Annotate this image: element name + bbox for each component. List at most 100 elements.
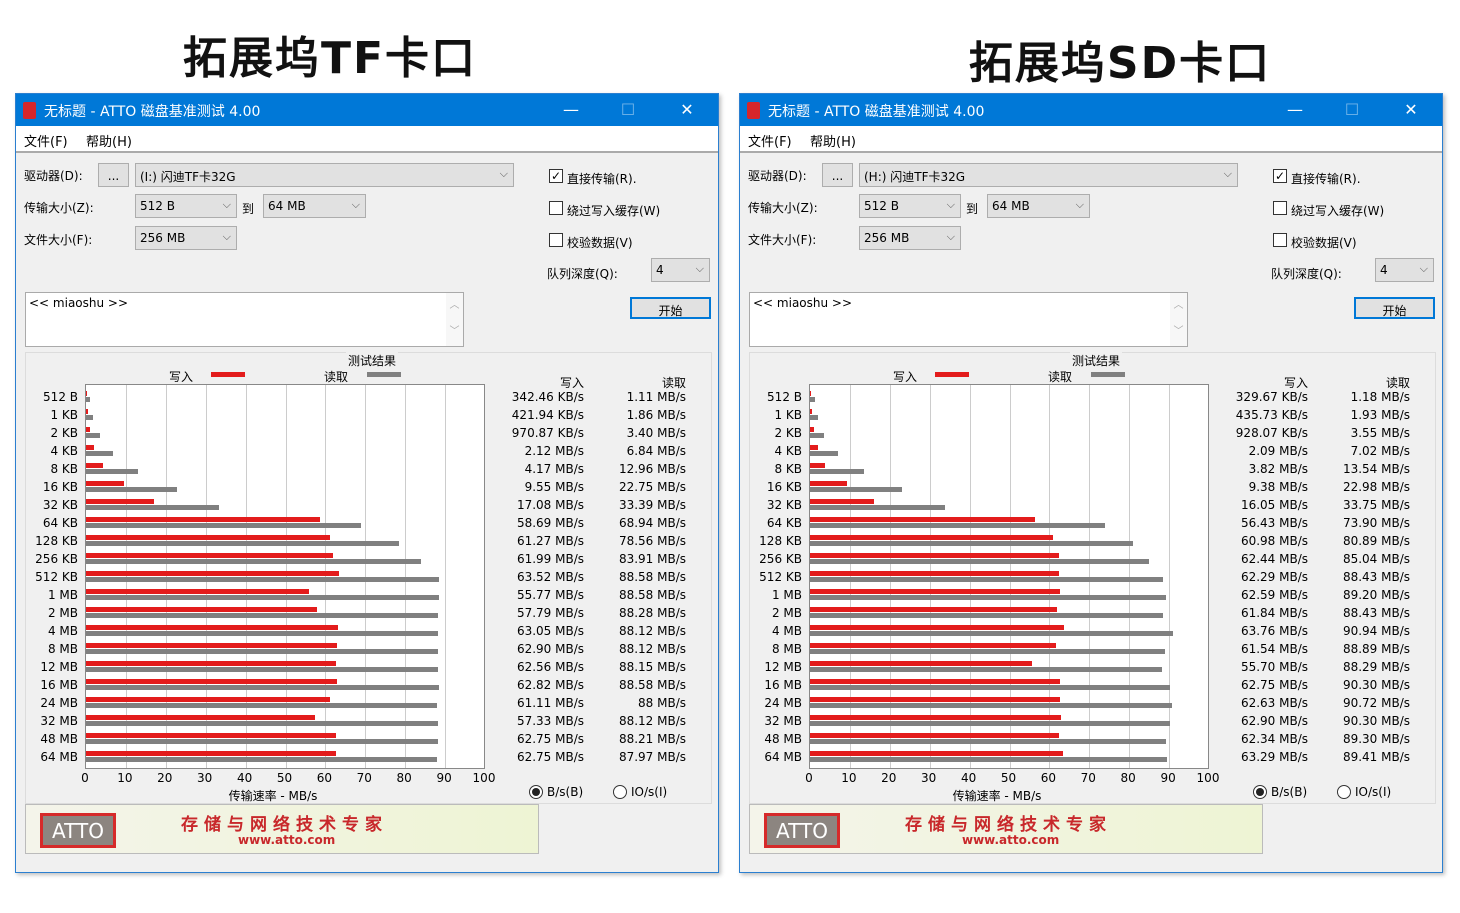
read-bar <box>86 613 439 618</box>
checkbox-label[interactable]: 直接传输(R). <box>1291 172 1361 186</box>
checkbox-label[interactable]: 校验数据(V) <box>567 236 633 250</box>
write-value: 970.87 KB/s <box>511 426 584 440</box>
row-label: 8 MB <box>771 642 802 656</box>
banner-url[interactable]: www.atto.com <box>238 833 336 847</box>
transfer-to-select[interactable]: 64 MB ⌵ <box>987 194 1090 218</box>
x-tick-label: 20 <box>881 771 897 785</box>
column-header-write: 写入 <box>559 376 584 390</box>
radio-bytes-label[interactable]: B/s(B) <box>1271 785 1308 799</box>
transfer-from-select[interactable]: 512 B ⌵ <box>135 194 237 218</box>
transfer-to-select[interactable]: 64 MB ⌵ <box>263 194 366 218</box>
menu-bar: 文件(F) 帮助(H) <box>740 126 1442 153</box>
radio-io-per-sec[interactable] <box>1337 785 1351 799</box>
close-button[interactable]: ✕ <box>1404 100 1418 119</box>
start-button[interactable]: 开始 <box>1354 297 1435 319</box>
drive-select[interactable]: (H:) 闪迪TF卡32G ⌵ <box>859 163 1238 187</box>
legend-read-label: 读取 <box>1048 370 1073 384</box>
read-value: 87.97 MB/s <box>618 750 686 764</box>
checkbox-1[interactable] <box>1273 201 1287 215</box>
scrollbar[interactable]: ︿ ﹀ <box>446 293 463 346</box>
row-label: 64 KB <box>42 516 78 530</box>
legend-write-swatch <box>211 372 245 377</box>
column-header-read: 读取 <box>661 376 686 390</box>
legend-read-label: 读取 <box>324 370 349 384</box>
x-tick-label: 70 <box>1080 771 1096 785</box>
banner-url[interactable]: www.atto.com <box>962 833 1060 847</box>
selected-value: 256 MB <box>140 231 186 245</box>
minimize-button[interactable]: — <box>1287 100 1303 119</box>
maximize-button[interactable]: ☐ <box>1344 100 1360 119</box>
gridline <box>1009 385 1011 768</box>
row-label: 512 KB <box>35 570 78 584</box>
queue-depth-select[interactable]: 4 ⌵ <box>1375 258 1434 282</box>
maximize-button[interactable]: ☐ <box>620 100 636 119</box>
checkbox-2[interactable] <box>549 233 563 247</box>
read-value: 88.43 MB/s <box>1342 570 1410 584</box>
write-bar <box>86 391 88 396</box>
read-value: 22.75 MB/s <box>618 480 686 494</box>
write-bar <box>86 463 103 468</box>
browse-button[interactable]: ... <box>822 163 853 187</box>
read-bar <box>86 649 438 654</box>
read-bar <box>810 595 1166 600</box>
menu-help[interactable]: 帮助(H) <box>810 135 856 150</box>
checkbox-label[interactable]: 直接传输(R). <box>567 172 637 186</box>
queue-depth-label: 队列深度(Q): <box>547 267 618 281</box>
write-bar <box>86 751 337 756</box>
write-value: 62.82 MB/s <box>516 678 584 692</box>
read-value: 22.98 MB/s <box>1342 480 1410 494</box>
read-bar <box>810 505 945 510</box>
browse-button[interactable]: ... <box>98 163 129 187</box>
checkbox-label[interactable]: 绕过写入缓存(W) <box>1291 204 1385 218</box>
menu-file[interactable]: 文件(F) <box>748 135 792 150</box>
description-textarea[interactable]: << miaoshu >> ︿ ﹀ <box>749 292 1188 347</box>
chevron-down-icon: ⌵ <box>946 198 955 211</box>
read-value: 88.21 MB/s <box>618 732 686 746</box>
checkbox-1[interactable] <box>549 201 563 215</box>
gridline <box>325 385 327 768</box>
write-value: 9.55 MB/s <box>524 480 584 494</box>
read-value: 33.75 MB/s <box>1342 498 1410 512</box>
legend-write-swatch <box>935 372 969 377</box>
checkbox-0[interactable]: ✓ <box>1273 169 1287 183</box>
checkbox-2[interactable] <box>1273 233 1287 247</box>
x-tick-label: 80 <box>396 771 412 785</box>
description-textarea[interactable]: << miaoshu >> ︿ ﹀ <box>25 292 464 347</box>
atto-banner[interactable]: ATTO 存储与网络技术专家 www.atto.com <box>749 804 1263 854</box>
radio-bytes-per-sec[interactable] <box>529 785 543 799</box>
menu-file[interactable]: 文件(F) <box>24 135 68 150</box>
scrollbar[interactable]: ︿ ﹀ <box>1170 293 1187 346</box>
to-label: 到 <box>966 202 979 216</box>
start-button[interactable]: 开始 <box>630 297 711 319</box>
read-bar <box>810 631 1173 636</box>
queue-depth-select[interactable]: 4 ⌵ <box>651 258 710 282</box>
checkbox-0[interactable]: ✓ <box>549 169 563 183</box>
write-bar <box>810 571 1059 576</box>
checkbox-label[interactable]: 绕过写入缓存(W) <box>567 204 661 218</box>
radio-bytes-per-sec[interactable] <box>1253 785 1267 799</box>
radio-io-label[interactable]: IO/s(I) <box>1355 785 1392 799</box>
menu-help[interactable]: 帮助(H) <box>86 135 132 150</box>
radio-io-label[interactable]: IO/s(I) <box>631 785 668 799</box>
write-bar <box>86 535 331 540</box>
transfer-from-select[interactable]: 512 B ⌵ <box>859 194 961 218</box>
minimize-button[interactable]: — <box>563 100 579 119</box>
row-label: 32 KB <box>42 498 78 512</box>
radio-io-per-sec[interactable] <box>613 785 627 799</box>
radio-bytes-label[interactable]: B/s(B) <box>547 785 584 799</box>
checkbox-label[interactable]: 校验数据(V) <box>1291 236 1357 250</box>
row-label: 24 MB <box>764 696 802 710</box>
read-value: 13.54 MB/s <box>1342 462 1410 476</box>
close-button[interactable]: ✕ <box>680 100 694 119</box>
chevron-down-icon: ⌵ <box>946 230 955 243</box>
x-tick-label: 20 <box>157 771 173 785</box>
file-size-select[interactable]: 256 MB ⌵ <box>135 226 237 250</box>
read-bar <box>86 487 177 492</box>
write-value: 61.84 MB/s <box>1240 606 1308 620</box>
drive-select[interactable]: (I:) 闪迪TF卡32G ⌵ <box>135 163 514 187</box>
atto-banner[interactable]: ATTO 存储与网络技术专家 www.atto.com <box>25 804 539 854</box>
write-value: 2.12 MB/s <box>524 444 584 458</box>
write-bar <box>810 661 1033 666</box>
gridline <box>205 385 207 768</box>
file-size-select[interactable]: 256 MB ⌵ <box>859 226 961 250</box>
